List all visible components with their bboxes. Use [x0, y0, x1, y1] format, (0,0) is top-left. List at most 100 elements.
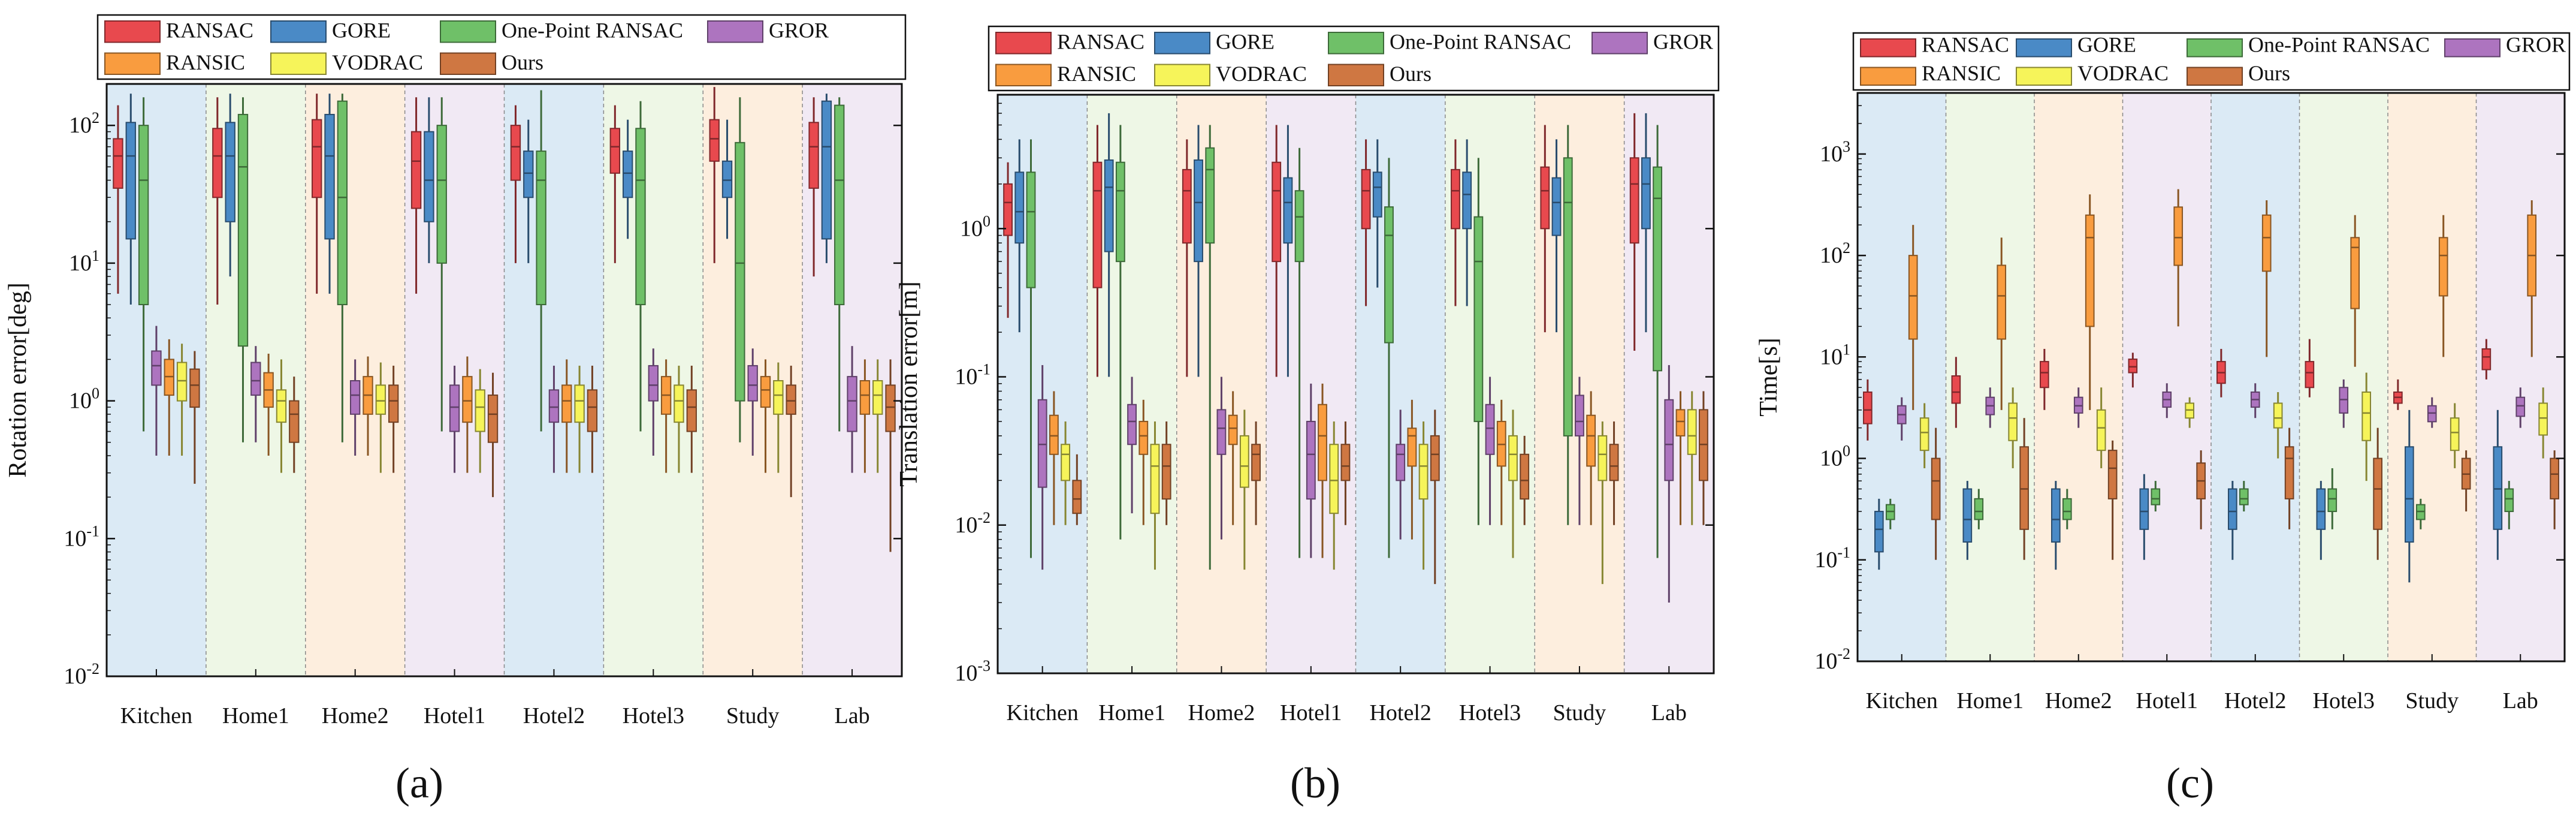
box-body [773, 380, 784, 415]
box-body [2450, 417, 2460, 451]
box-body [1629, 157, 1639, 244]
box-body [834, 104, 845, 306]
box-gror [2339, 379, 2349, 428]
box-one-point-ransac [1563, 125, 1573, 525]
box-body [1931, 457, 1941, 520]
box-gror [151, 326, 162, 456]
x-tick-label: Home1 [1956, 688, 2024, 713]
x-tick-label: Lab [2503, 688, 2538, 713]
box-body [189, 368, 200, 408]
legend-swatch [440, 52, 496, 75]
legend-label: GORE [332, 19, 391, 43]
box-gore [821, 94, 832, 263]
box-body [808, 122, 819, 189]
box-gore [1641, 113, 1651, 333]
box-gore [324, 94, 335, 294]
box-ransic [2438, 215, 2448, 357]
box-body [2227, 488, 2237, 530]
box-gore [1283, 125, 1293, 377]
box-body [548, 389, 560, 423]
box-body [2239, 488, 2249, 505]
legend-item: GROR [707, 19, 829, 43]
box-ransac [2481, 339, 2492, 380]
box-gore [1551, 139, 1562, 333]
box-gror [648, 348, 659, 456]
box-body [2050, 488, 2061, 543]
box-vodrac [2538, 387, 2548, 459]
box-gror [1896, 397, 1907, 441]
box-body [212, 128, 223, 198]
box-ransac [1272, 125, 1282, 377]
legend-swatch [104, 52, 161, 75]
box-vodrac [2450, 403, 2460, 468]
box-vodrac [674, 365, 684, 473]
box-ransic [1997, 237, 2007, 410]
box-body [1485, 404, 1495, 455]
box-body [2261, 214, 2272, 272]
box-gore [1372, 139, 1382, 288]
box-body [1540, 166, 1550, 230]
legend-item: One-Point RANSAC [1328, 30, 1571, 55]
legend-label: RANSAC [1057, 30, 1144, 54]
legend-swatch [707, 20, 763, 43]
box-body [2305, 361, 2315, 389]
box-body [872, 380, 883, 415]
box-body [885, 384, 896, 432]
box-ransac [1451, 139, 1460, 306]
x-tick-label: Kitchen [1866, 688, 1938, 713]
box-body [1061, 444, 1071, 481]
legend-label: One-Point RANSAC [1390, 30, 1571, 54]
box-body [1641, 157, 1651, 230]
box-gore [622, 119, 633, 239]
y-tick-label: 102 [1820, 239, 1850, 268]
box-body [1049, 414, 1059, 455]
box-body [1003, 183, 1013, 236]
box-ransac [2128, 353, 2138, 388]
box-body [436, 125, 447, 264]
legend-item: GORE [2016, 33, 2136, 58]
box-body [2085, 214, 2095, 327]
plot-frame [1856, 92, 2566, 663]
box-body [847, 376, 857, 432]
legend-item: RANSIC [104, 50, 245, 75]
legend-label: VODRAC [2077, 61, 2169, 85]
legend-item: Ours [440, 50, 543, 75]
box-body [337, 100, 348, 306]
box-body [1150, 444, 1160, 514]
box-ransac [1863, 379, 1873, 441]
box-body [2438, 237, 2448, 297]
y-tick-label: 10-3 [955, 657, 990, 686]
box-body [2019, 446, 2029, 530]
box-one-point-ransac [1974, 489, 1984, 529]
box-ransac [212, 97, 223, 305]
box-body [424, 131, 434, 222]
x-tick-label: Hotel3 [1459, 700, 1521, 725]
box-ransic [2261, 200, 2272, 357]
box-body [237, 113, 249, 347]
box-ours [2284, 427, 2294, 529]
box-ransic [363, 356, 373, 456]
box-body [1664, 399, 1674, 481]
box-ransic [2350, 215, 2360, 367]
box-ransic [462, 356, 473, 473]
box-body [410, 131, 422, 209]
box-vodrac [1239, 410, 1249, 570]
box-ransic [760, 359, 771, 473]
box-body [1115, 161, 1125, 263]
x-tick-label: Lab [1651, 700, 1687, 725]
box-gror [1985, 387, 1995, 428]
box-vodrac [1418, 421, 1429, 570]
legend-swatch [2016, 38, 2072, 58]
legend-swatch [2187, 67, 2243, 86]
panel-label-c: (c) [2166, 759, 2214, 807]
box-gore [424, 97, 434, 263]
box-body [2107, 450, 2118, 499]
box-body [674, 384, 684, 423]
box-body [1919, 417, 1929, 451]
box-body [1396, 444, 1406, 481]
legend-item: GORE [270, 19, 391, 43]
box-gror [2073, 387, 2083, 428]
box-ransac [2393, 379, 2403, 410]
box-body [2062, 498, 2072, 520]
